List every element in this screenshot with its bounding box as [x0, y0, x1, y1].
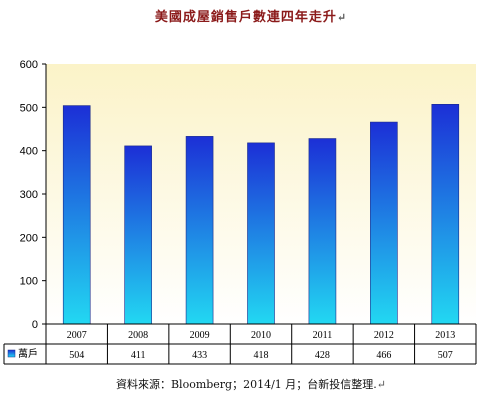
bar [308, 138, 337, 325]
data-label: 433 [192, 350, 207, 361]
data-label: 428 [315, 350, 330, 361]
source-note: 資料來源：Bloomberg；2014/1 月；台新投信整理.↵ [0, 376, 502, 392]
data-label: 411 [131, 350, 146, 361]
y-tick-label: 600 [20, 59, 38, 71]
chart-title: 美國成屋銷售戶數連四年走升↵ [0, 6, 502, 25]
y-tick-labels: 0 100 200 300 400 500 600 [20, 59, 38, 331]
source-text: 資料來源：Bloomberg；2014/1 月；台新投信整理. [115, 378, 377, 391]
bar [62, 105, 91, 325]
legend-swatch [7, 349, 16, 358]
data-label: 466 [376, 350, 391, 361]
x-tick-label: 2012 [374, 330, 394, 341]
data-label: 507 [438, 350, 453, 361]
x-tick-label: 2013 [435, 330, 455, 341]
legend-series-name: 萬戶 [18, 347, 38, 360]
bar-chart: 0 100 200 300 400 500 600 2007 504 2008 411 2009 43… [3, 59, 477, 365]
bar [247, 142, 275, 325]
bar [370, 121, 398, 325]
y-tick-label: 300 [20, 189, 38, 201]
y-tick-label: 400 [20, 146, 38, 158]
bar [185, 136, 214, 325]
bar-group [62, 104, 460, 325]
y-tick-label: 200 [20, 232, 38, 244]
data-label: 418 [254, 350, 269, 361]
data-table: 2007 504 2008 411 2009 433 2010 418 2011 428 2012 4… [3, 324, 477, 365]
data-label: 504 [69, 350, 84, 361]
y-tick-label: 100 [20, 276, 38, 288]
y-tick-label: 0 [32, 319, 38, 331]
source-return-mark: ↵ [376, 378, 387, 391]
title-return-mark: ↵ [336, 11, 348, 24]
chart-title-text: 美國成屋銷售戶數連四年走升 [154, 10, 337, 25]
x-tick-label: 2010 [251, 330, 271, 341]
bar [431, 104, 460, 325]
x-tick-label: 2007 [67, 330, 87, 341]
x-tick-label: 2008 [128, 330, 148, 341]
axes [42, 63, 476, 325]
bar [124, 145, 152, 325]
x-tick-label: 2009 [190, 330, 210, 341]
y-tick-label: 500 [20, 102, 38, 114]
x-tick-label: 2011 [313, 330, 333, 341]
